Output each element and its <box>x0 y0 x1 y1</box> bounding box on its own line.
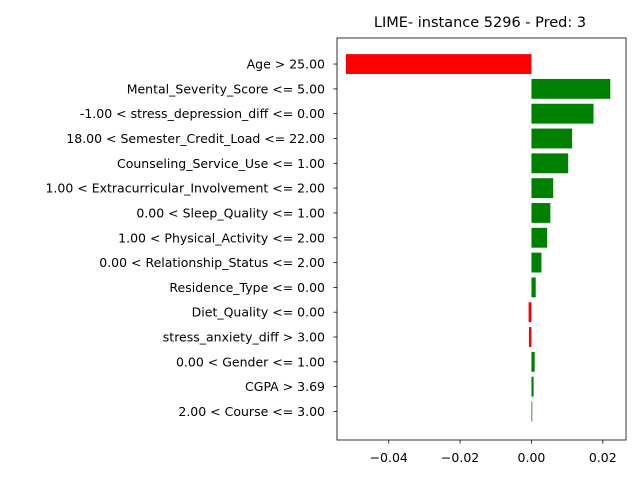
category-label-10: Diet_Quality <= 0.00 <box>192 305 325 320</box>
x-tick-label-3: 0.02 <box>589 450 617 465</box>
bar-9 <box>531 277 536 298</box>
plot-frame <box>336 37 627 441</box>
category-label-0: Age > 25.00 <box>247 57 325 72</box>
category-label-3: 18.00 < Semester_Credit_Load <= 22.00 <box>66 131 325 146</box>
category-label-8: 0.00 < Relationship_Status <= 2.00 <box>99 255 325 270</box>
category-label-2: -1.00 < stress_depression_diff <= 0.00 <box>80 106 325 121</box>
bar-4 <box>531 153 569 174</box>
bar-1 <box>531 78 611 99</box>
bar-8 <box>531 252 542 273</box>
category-label-9: Residence_Type <= 0.00 <box>169 280 325 295</box>
category-label-12: 0.00 < Gender <= 1.00 <box>176 354 325 369</box>
bar-5 <box>531 178 554 199</box>
bar-6 <box>531 203 551 223</box>
chart-title: LIME- instance 5296 - Pred: 3 <box>374 15 586 31</box>
x-axis-ticks: −0.04 −0.02 0.00 0.02 <box>370 440 617 465</box>
bar-11 <box>528 327 532 347</box>
bar-10 <box>528 302 532 323</box>
category-label-6: 0.00 < Sleep_Quality <= 1.00 <box>136 205 325 220</box>
bar-2 <box>531 103 594 124</box>
bar-14 <box>531 401 533 422</box>
bar-0 <box>345 54 532 74</box>
x-tick-label-2: 0.00 <box>518 450 546 465</box>
bar-3 <box>531 128 573 149</box>
category-label-14: 2.00 < Course <= 3.00 <box>178 404 325 419</box>
x-tick-label-0: −0.04 <box>370 450 408 465</box>
bar-7 <box>531 227 548 248</box>
category-label-5: 1.00 < Extracurricular_Involvement <= 2.… <box>45 181 325 196</box>
x-tick-label-1: −0.02 <box>441 450 479 465</box>
category-label-1: Mental_Severity_Score <= 5.00 <box>127 81 325 96</box>
category-label-4: Counseling_Service_Use <= 1.00 <box>117 156 325 171</box>
category-labels: Age > 25.00 Mental_Severity_Score <= 5.00… <box>45 57 337 419</box>
bars-group <box>345 54 611 422</box>
category-label-7: 1.00 < Physical_Activity <= 2.00 <box>118 230 325 245</box>
bar-12 <box>531 351 535 372</box>
category-label-11: stress_anxiety_diff > 3.00 <box>163 330 325 345</box>
category-label-13: CGPA > 3.69 <box>245 379 325 394</box>
bar-13 <box>531 376 534 397</box>
